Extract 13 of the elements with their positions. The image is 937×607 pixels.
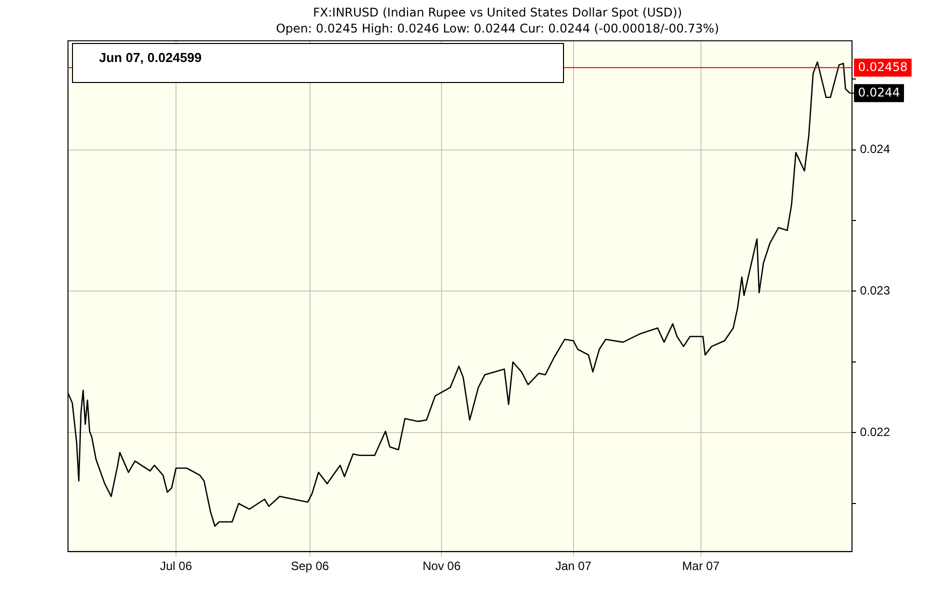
ref-line-label: 0.02458 [858, 60, 908, 74]
x-tick-label: Nov 06 [422, 559, 461, 574]
chart-title: FX:INRUSD (Indian Rupee vs United States Dollar Spot (USD)) [313, 5, 682, 20]
y-tick-label: 0.022 [860, 425, 890, 440]
x-tick-label: Jan 07 [555, 559, 592, 574]
x-tick-label: Mar 07 [682, 559, 720, 574]
x-tick-label: Jul 06 [160, 559, 192, 574]
annotation: 0.0244 [858, 85, 900, 100]
y-tick-label: 0.023 [860, 284, 890, 298]
y-tick-label: 0.024 [860, 142, 890, 156]
chart-subtitle: Open: 0.0245 High: 0.0246 Low: 0.0244 Cur: 0.0244 (-00.00018/-00.73%) [276, 22, 720, 36]
info-box: Jun 07, 0.024599 [72, 42, 564, 83]
x-tick-label: Sep 06 [290, 559, 330, 574]
